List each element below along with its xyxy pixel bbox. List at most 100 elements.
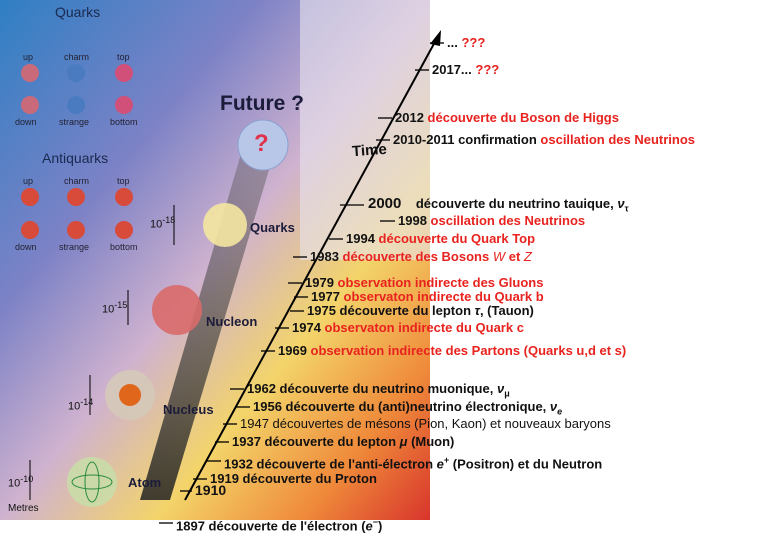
event-symbol: e [366,518,373,533]
event: 1979 observation indirecte des Gluons [305,275,543,290]
event-text: (Positron) et du Neutron [449,456,602,471]
event: 1897 découverte de l'électron (e−) [176,515,382,533]
event-year: 1962 [247,381,276,396]
event-text: découverte du neutrino tauique, [416,196,618,211]
antiquark-label: down [15,242,37,252]
quarks-sphere [203,203,247,247]
event-year: 1998 [398,213,427,228]
nucleus-core [119,384,141,406]
event-text: (Muon) [407,434,454,449]
event-text: découverte du neutrino muonique, [280,381,497,396]
slide: {"left_panel": {"quarks_title": "Quarks"… [0,0,763,540]
event: 2012 découverte du Boson de Higgs [395,110,619,125]
event-text: découverte de l'anti-électron [257,456,437,471]
event-year: ... [447,35,458,50]
event-text: découverte du Proton [243,471,377,486]
event: ... ??? [447,35,485,50]
event-text: ) [378,518,382,533]
event-year: 1897 [176,518,205,533]
event-sub: τ [625,204,629,214]
event-year: 1956 [253,399,282,414]
scale-base: 10 [68,401,80,413]
scale-base: 10 [8,478,20,490]
scale-base: 10 [150,219,162,231]
event-text: et [505,249,524,264]
antiquark-label: up [23,176,33,186]
event-year: 1983 [310,249,339,264]
event-year: 1979 [305,275,334,290]
quark-label: bottom [110,117,138,127]
event-text: découverte du Boson de Higgs [428,110,619,125]
event-year: 2000 [368,195,401,212]
antiquark-label: top [117,176,130,186]
event-year: 1947 [240,416,269,431]
quarks-title: Quarks [55,4,100,20]
event: 1932 découverte de l'anti-électron e+ (P… [224,453,602,471]
event-year: 1937 [232,434,261,449]
event-text: ??? [461,35,485,50]
future-mark: ? [254,130,269,158]
quark-label: top [117,52,130,62]
event-text: oscillation des Neutrinos [431,213,586,228]
scale: 10-14 [68,397,93,413]
event-year: 2010-2011 confirmation [393,132,537,147]
event-text: découverte du lepton [265,434,400,449]
event: 1994 découverte du Quark Top [346,231,535,246]
event-year: 1969 [278,343,307,358]
event-year: 1975 [307,303,336,318]
scale-label: Nucleon [206,314,257,329]
atom-sphere [67,457,117,507]
scale-exp: -18 [162,215,175,225]
event-text: observaton indirecte du Quark b [344,289,544,304]
event-text: découverte du Quark Top [379,231,536,246]
event-year: 1932 [224,456,253,471]
event-text: découverte de l'électron ( [209,518,366,533]
scale-label: Quarks [250,220,295,235]
antiquarks-title: Antiquarks [42,150,108,166]
event: 1998 oscillation des Neutrinos [398,213,585,228]
scale: 10-18 [150,215,175,231]
antiquark-label: bottom [110,242,138,252]
event-symbol: ν [617,196,624,211]
quark-label: down [15,117,37,127]
event-text: découvertes de mésons (Pion, Kaon) et no… [273,416,611,431]
event-symbol: Z [524,249,532,264]
event: 2017... ??? [432,62,499,77]
event-sub: μ [504,389,510,399]
event-year: 1910 [195,482,226,498]
event-year: 2017... [432,62,472,77]
scale: 10-15 [102,300,127,316]
quark-label: up [23,52,33,62]
scale-label: Nucleus [163,402,214,417]
nucleon-sphere [152,285,202,335]
event-year: 2012 [395,110,424,125]
event: 1983 découverte des Bosons W et Z [310,249,532,264]
quark-label: strange [59,117,89,127]
event: 1975 découverte du lepton τ, (Tauon) [307,303,534,318]
event-text: observaton indirecte du Quark c [325,320,524,335]
event: 2010-2011 confirmation oscillation des N… [393,132,695,147]
scale-exp: -14 [80,397,93,407]
antiquark-label: charm [64,176,89,186]
scale: 10-10 [8,474,33,490]
event: 1969 observation indirecte des Partons (… [278,343,626,358]
event: 1974 observaton indirecte du Quark c [292,320,524,335]
event-symbol: W [493,249,505,264]
scale-base: 10 [102,304,114,316]
scale-exp: -15 [114,300,127,310]
event-text: découverte du (anti)neutrino électroniqu… [286,399,550,414]
event-year: 1994 [346,231,375,246]
scale-unit: Metres [8,503,39,514]
event: 1910 [195,483,226,498]
event-text: observation indirecte des Gluons [338,275,544,290]
quark-label: charm [64,52,89,62]
scale-exp: -10 [20,474,33,484]
event-symbol: e [437,456,444,471]
event-text: découverte du lepton [340,303,475,318]
event: 1947 découvertes de mésons (Pion, Kaon) … [240,416,611,431]
scale-label: Atom [128,475,161,490]
event: 1937 découverte du lepton μ (Muon) [232,434,454,449]
event: 1977 observaton indirecte du Quark b [311,289,544,304]
antiquark-label: strange [59,242,89,252]
event-year: 1977 [311,289,340,304]
